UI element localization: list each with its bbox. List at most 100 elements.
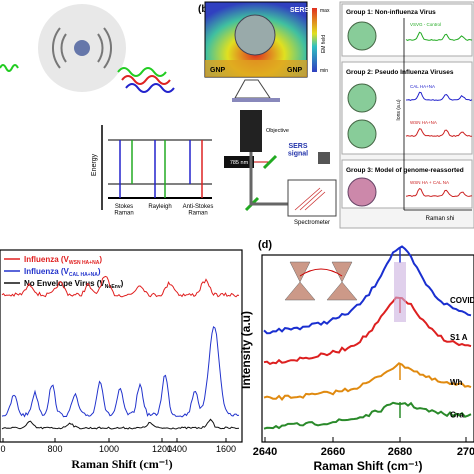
x-tick-label: 1000 — [99, 444, 119, 454]
gnp-label: GNP — [210, 67, 226, 74]
plot-frame — [0, 249, 243, 443]
spectra — [1, 275, 240, 430]
spectrum — [263, 401, 472, 430]
level-label: Rayleigh — [148, 204, 171, 210]
group-title: Group 2: Pseudo Influenza Viruses — [346, 69, 454, 76]
cone — [284, 261, 316, 301]
gnp-layer — [205, 60, 307, 77]
x-tick-label: 0 — [0, 444, 5, 454]
legend-part: WSN HA+NA — [69, 260, 100, 266]
virus — [74, 40, 90, 56]
spectrometer-label: Spectrometer — [294, 220, 330, 226]
cone — [234, 79, 271, 99]
panel-tag: (d) — [258, 239, 272, 251]
x-tick-label: 1200 — [152, 444, 172, 454]
spectrum — [263, 296, 472, 366]
axis-label: Ions (a.u) — [396, 99, 402, 120]
virus-icon — [347, 21, 377, 51]
axis-label: Raman shi — [426, 216, 455, 222]
group-item: WSN HA+NA — [410, 120, 437, 125]
virus-icon — [347, 119, 377, 149]
spectra: COVID S1 A Wh Gra — [263, 245, 474, 430]
panel-b: (b) SERS GNP GNP max min EM field Object… — [198, 1, 474, 229]
colorbar-min: min — [320, 68, 328, 74]
group-item: WSN HA + CAL NA — [410, 180, 449, 185]
x-tick-label: 2640 — [253, 446, 277, 458]
energy-label: Energy — [91, 153, 98, 176]
cone — [326, 261, 358, 301]
virus-icon — [347, 177, 377, 207]
panel-tag: (b) — [198, 4, 211, 15]
colorbar — [312, 8, 317, 72]
legend-part: ) — [98, 267, 101, 276]
highlight — [394, 262, 406, 322]
legend-part: ) — [99, 255, 102, 264]
y-axis-label: Intensity (a.u) — [239, 311, 253, 389]
gnp-label: GNP — [287, 67, 303, 74]
spectrum — [1, 275, 240, 298]
wave-green — [117, 67, 167, 77]
x-ticks: 2640 2660 2680 270 — [253, 437, 474, 458]
colorbar-label: EM field — [321, 35, 327, 53]
colorbar-max: max — [320, 8, 330, 14]
spectrum — [405, 128, 473, 137]
laser-box — [224, 156, 254, 168]
wave-in — [0, 64, 19, 72]
virus-icon — [347, 83, 377, 113]
legend-part: NoEnv — [105, 284, 121, 290]
wave-red — [121, 75, 171, 85]
legend-part: Influenza (V — [24, 255, 70, 264]
level-label: Anti-Stokes Raman — [183, 204, 214, 217]
laser-label: 785 nm — [230, 160, 249, 166]
objective — [240, 110, 262, 152]
panel-a: Energy Stokes Raman Rayleigh Anti-Stokes R… — [0, 4, 213, 217]
curve-label: Wh — [450, 378, 463, 387]
dispersion — [294, 187, 326, 211]
spectrum — [405, 91, 473, 102]
group-item: CAL HA+NA — [410, 84, 435, 89]
x-tick-label: 2680 — [388, 446, 412, 458]
legend-label: Influenza (VWSN HA+NA) — [24, 255, 102, 266]
group-item: VSVG - Control — [410, 22, 441, 27]
detector — [318, 152, 330, 164]
virus — [234, 14, 276, 56]
group-title: Group 3: Model of genome-reassorted — [346, 167, 464, 174]
group-spectra — [405, 31, 473, 197]
x-tick-label: 1400 — [167, 444, 187, 454]
legend-part: ) — [121, 279, 124, 288]
spectrum — [263, 362, 472, 401]
legend-part: Influenza (V — [24, 267, 70, 276]
x-axis-label: Raman Shift (cm⁻¹) — [313, 459, 422, 473]
legend-part: CAL HA+NA — [69, 272, 98, 278]
wave-blue — [125, 83, 175, 93]
curve-label: COVID — [450, 296, 474, 305]
level-label: Stokes Raman — [114, 204, 133, 217]
group-title: Group 1: Non-influenza Virus — [346, 9, 436, 16]
spectrum — [263, 245, 472, 335]
panel-c: Influenza (VWSN HA+NA)Influenza (VCAL HA… — [0, 249, 243, 471]
legend-label: No Envelope Virus (VNoEnv) — [24, 279, 124, 290]
curve-label: Gra — [450, 411, 464, 420]
objective-label: Objective — [266, 128, 289, 134]
x-tick-label: 270 — [457, 446, 474, 458]
sers-label: SERS — [290, 7, 309, 14]
x-tick-label: 800 — [47, 444, 62, 454]
legend-part: No Envelope Virus (V — [24, 279, 105, 288]
transition — [299, 268, 343, 277]
plot-frame — [261, 254, 474, 443]
legend-label: Influenza (VCAL HA+NA) — [24, 267, 101, 278]
curve-label: S1 A — [450, 333, 468, 342]
light-path — [249, 152, 288, 206]
cone-insets — [284, 261, 358, 301]
waves — [51, 27, 113, 69]
spectrum — [1, 326, 240, 418]
x-tick-label: 2660 — [321, 446, 345, 458]
x-tick-label: 1600 — [216, 444, 236, 454]
slide — [232, 98, 280, 102]
legend: Influenza (VWSN HA+NA)Influenza (VCAL HA… — [4, 255, 124, 290]
spectrum — [405, 31, 473, 41]
mirror — [262, 154, 278, 170]
